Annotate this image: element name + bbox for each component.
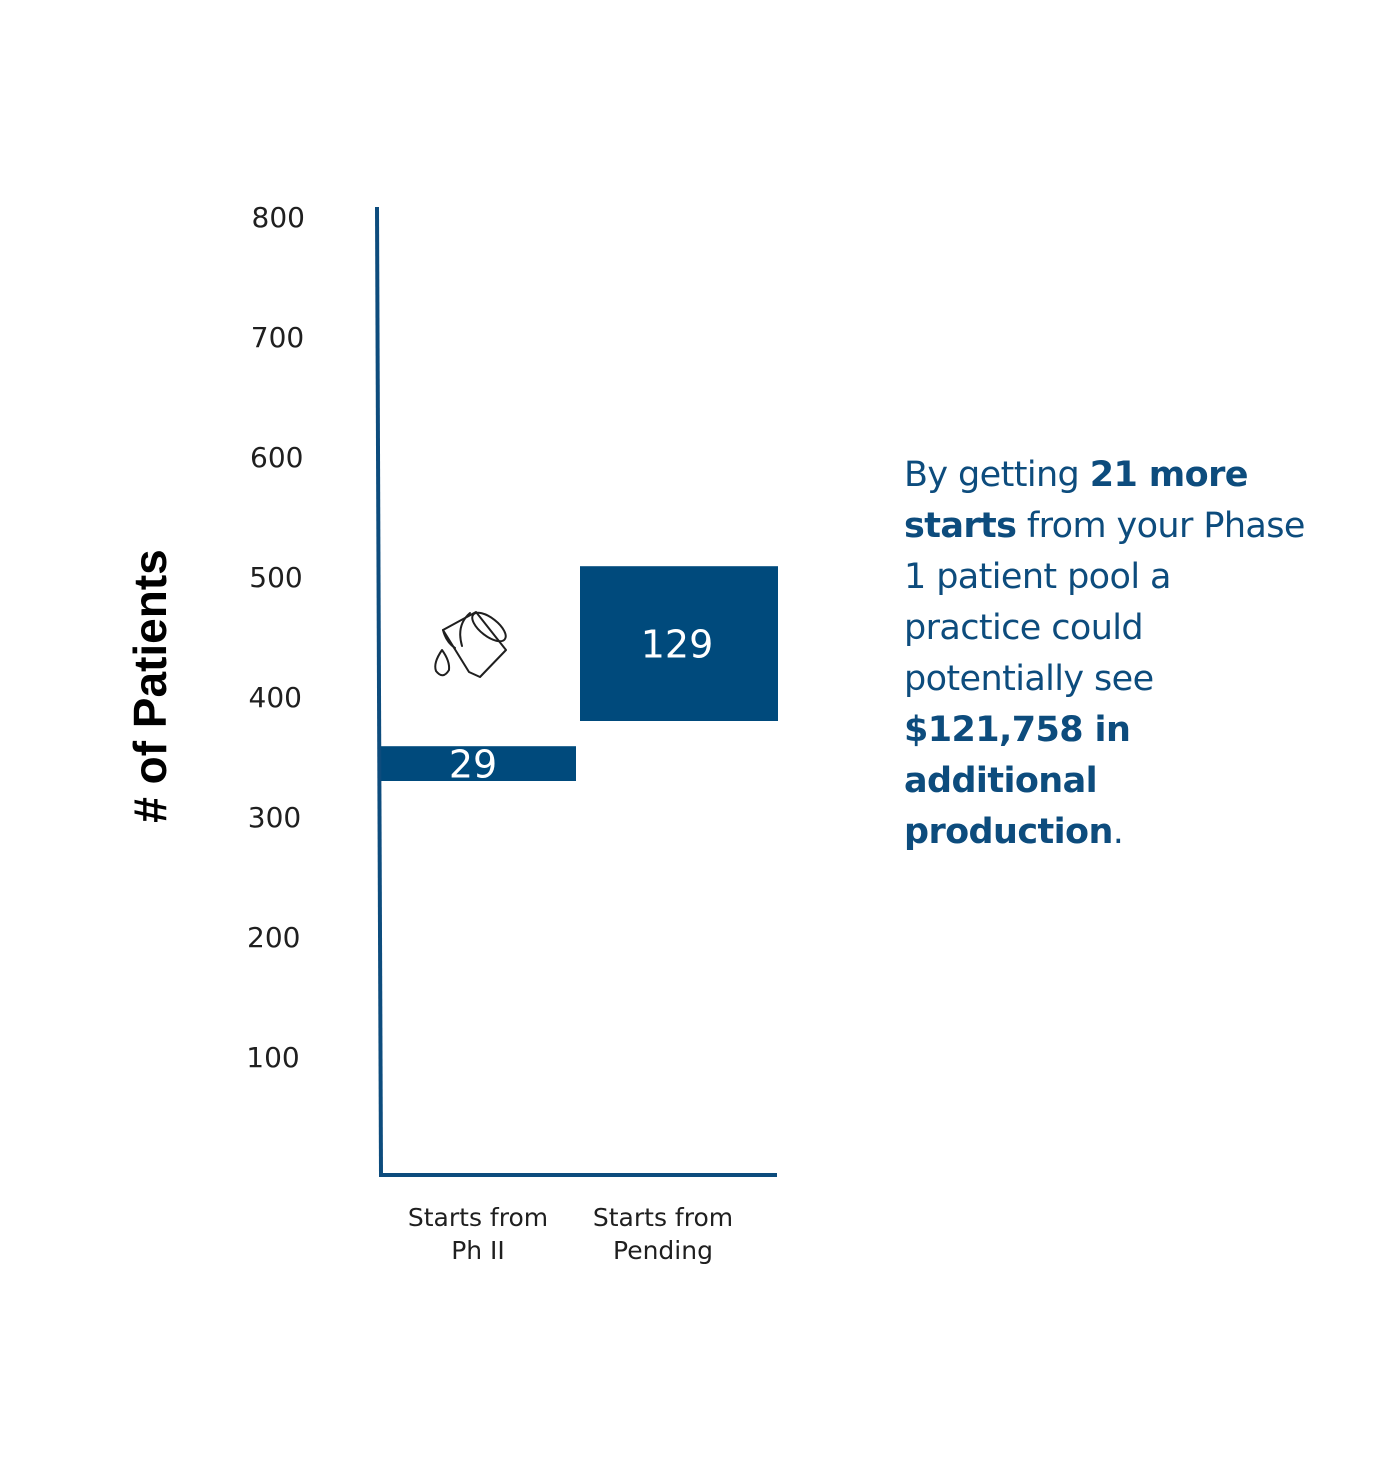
y-tick-label: 700 <box>251 321 304 354</box>
y-axis-line <box>375 206 383 1176</box>
callout-bold-production: $121,758 in additional production <box>904 710 1131 852</box>
callout-text-3: . <box>1112 812 1124 852</box>
pouring-bucket-icon <box>434 611 507 678</box>
bar <box>378 746 576 781</box>
y-tick-label: 300 <box>248 801 301 834</box>
category-labels: Starts from Ph II Starts from Pending <box>408 1203 733 1265</box>
y-tick-label: 800 <box>252 201 305 234</box>
callout-text-1: By getting <box>904 455 1090 495</box>
callout-text: By getting 21 more starts from your Phas… <box>904 450 1314 858</box>
x-category-label: Starts from <box>593 1203 733 1232</box>
x-category-label: Ph II <box>451 1236 505 1265</box>
callout-bold-starts: 21 more starts <box>904 455 1249 546</box>
y-axis-title: # of Patients <box>124 549 176 823</box>
x-category-label: Pending <box>613 1236 713 1265</box>
y-tick-label: 500 <box>249 561 302 594</box>
chart-axes <box>375 206 777 1177</box>
bar-value-label: 29 <box>449 743 497 787</box>
y-tick-label: 400 <box>249 681 302 714</box>
x-category-label: Starts from <box>408 1203 548 1232</box>
bar <box>580 566 778 721</box>
bars <box>378 566 778 781</box>
bar-labels: 29 129 <box>449 623 713 787</box>
y-tick-label: 200 <box>247 921 300 954</box>
bar-value-label: 129 <box>641 623 714 667</box>
y-tick-label: 600 <box>250 441 303 474</box>
y-axis-ticks: 100 200 300 400 500 600 700 800 <box>246 201 305 1074</box>
y-tick-label: 100 <box>246 1041 299 1074</box>
callout-text-2: from your Phase 1 patient pool a practic… <box>904 506 1305 699</box>
